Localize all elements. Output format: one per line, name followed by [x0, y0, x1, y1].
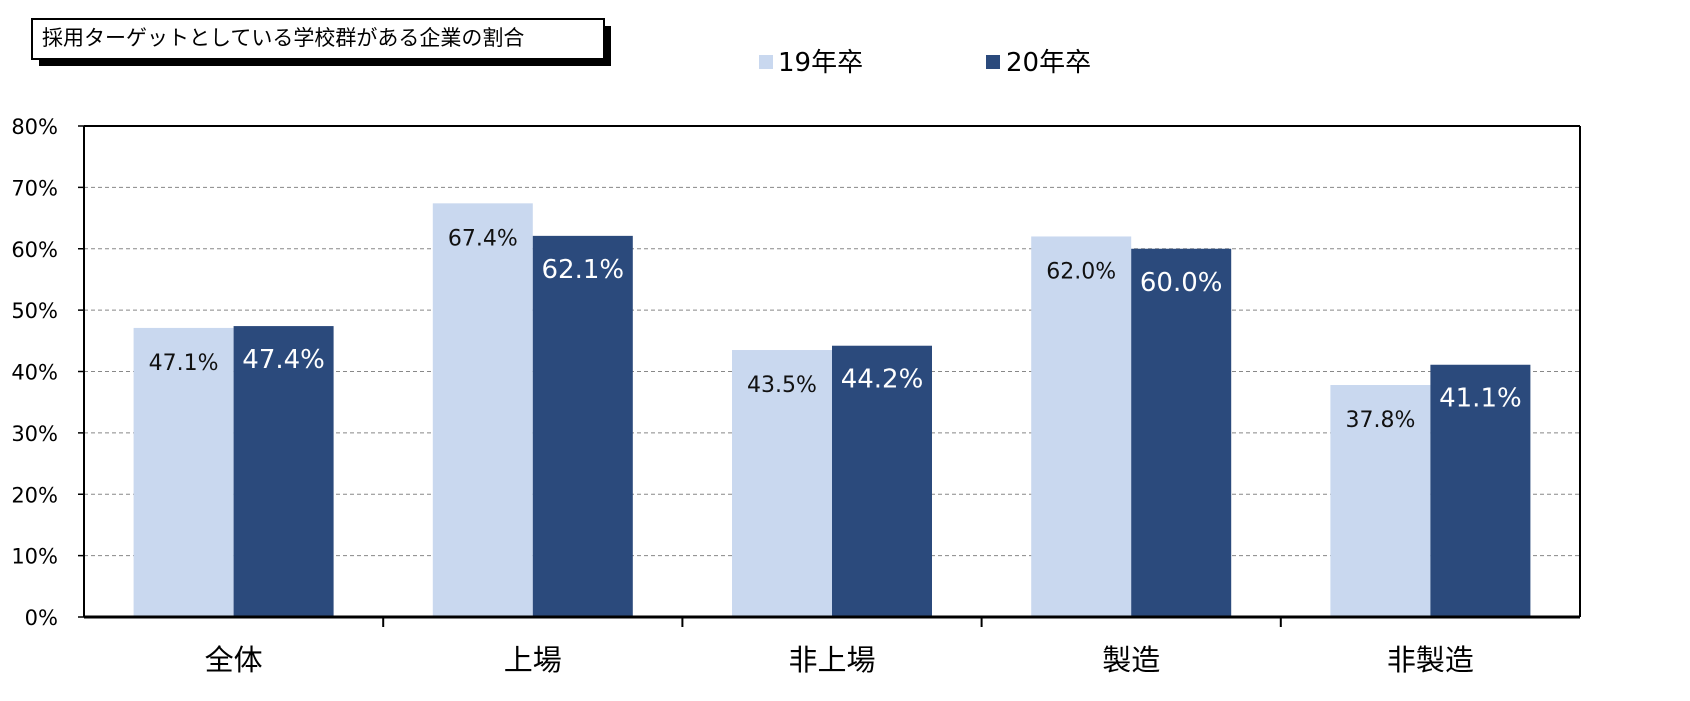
bar-19-1 — [432, 203, 533, 617]
bar-19-3 — [1031, 236, 1132, 617]
y-tick-label: 0% — [25, 606, 58, 630]
x-category-label: 非製造 — [1387, 643, 1474, 677]
y-tick-label: 80% — [11, 115, 58, 139]
bar-19-2 — [732, 350, 832, 617]
y-tick-label: 30% — [11, 422, 58, 446]
legend-swatch-19 — [759, 55, 773, 69]
data-label: 47.1% — [149, 351, 219, 376]
bar-20-1 — [532, 235, 633, 617]
bar-19-0 — [133, 327, 234, 617]
x-category-label: 非上場 — [788, 643, 875, 677]
data-label: 62.0% — [1046, 259, 1116, 284]
chart-title-box: 採用ターゲットとしている学校群がある企業の割合 — [31, 18, 611, 66]
legend-swatch-20 — [986, 55, 1000, 69]
legend: 19年卒 20年卒 — [759, 48, 1091, 78]
data-label: 62.1% — [541, 255, 624, 285]
bar-19-4 — [1330, 385, 1431, 617]
x-category-label: 製造 — [1102, 643, 1160, 677]
legend-item-20: 20年卒 — [986, 48, 1091, 78]
bar-20-4 — [1430, 364, 1531, 617]
legend-label-19: 19年卒 — [778, 48, 863, 78]
y-tick-label: 60% — [11, 238, 58, 262]
y-tick-label: 10% — [11, 545, 58, 569]
bar-20-0 — [233, 326, 334, 617]
data-label: 47.4% — [242, 345, 325, 375]
bar-20-2 — [832, 345, 932, 617]
data-label: 44.2% — [841, 365, 924, 395]
y-tick-label: 70% — [11, 176, 58, 200]
y-tick-label: 40% — [11, 361, 58, 385]
legend-item-19: 19年卒 — [759, 48, 863, 78]
y-tick-label: 50% — [11, 299, 58, 323]
y-axis: 0% 10% 20% 30% 40% 50% 60% 70% 80% — [11, 115, 84, 630]
bar-20-3 — [1131, 248, 1232, 617]
data-label: 37.8% — [1345, 408, 1415, 433]
chart-title: 採用ターゲットとしている学校群がある企業の割合 — [42, 26, 524, 50]
data-label: 60.0% — [1140, 268, 1223, 298]
data-label: 43.5% — [747, 373, 817, 398]
y-tick-label: 20% — [11, 483, 58, 507]
data-label: 41.1% — [1439, 384, 1522, 414]
title-box-frame — [31, 18, 605, 60]
x-category-label: 全体 — [205, 643, 263, 677]
x-category-label: 上場 — [504, 643, 562, 677]
data-labels: 47.1% 47.4% 67.4% 62.1% 43.5% 44.2% 62.0% 60.0%… — [149, 226, 1522, 433]
data-label: 67.4% — [448, 226, 518, 251]
bars-layer — [133, 203, 1531, 617]
legend-label-20: 20年卒 — [1006, 48, 1091, 78]
x-axis: 全体 上場 非上場 製造 非製造 — [205, 617, 1474, 677]
